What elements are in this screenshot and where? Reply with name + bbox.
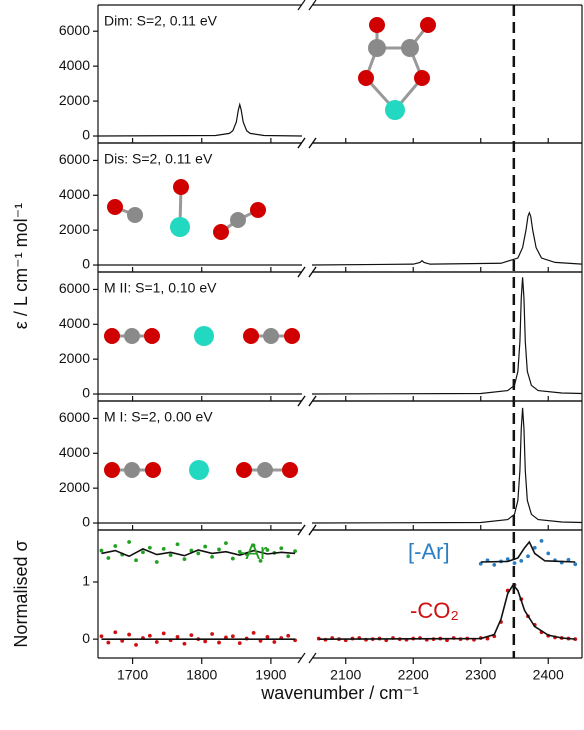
data-point: [169, 553, 173, 557]
y-tick-label: 4000: [59, 444, 90, 460]
data-point: [203, 545, 207, 549]
y-tick-label: 4000: [59, 315, 90, 331]
x-axis-title: wavenumber / cm⁻¹: [260, 683, 419, 703]
data-point: [513, 561, 517, 565]
data-point: [526, 554, 530, 558]
data-point: [113, 544, 117, 548]
data-point: [141, 550, 145, 554]
molecule-dim: [358, 17, 436, 120]
data-point: [183, 557, 187, 561]
data-point: [279, 546, 283, 550]
data-point: [148, 634, 152, 638]
x-tick-label: 2300: [465, 667, 496, 683]
y-tick-label: 2000: [59, 92, 90, 108]
x-tick-label: 2400: [533, 667, 564, 683]
y-tick-label: 2000: [59, 350, 90, 366]
y-tick-label: 0: [82, 385, 90, 401]
panel-label: M I: S=2, 0.00 eV: [104, 409, 213, 425]
y-tick-label: 6000: [59, 151, 90, 167]
spectrum-line: [98, 105, 302, 136]
data-point: [134, 643, 138, 647]
data-point: [203, 640, 207, 644]
data-point: [286, 634, 290, 638]
y-axis-title: ε / L cm⁻¹ mol⁻¹: [11, 203, 31, 329]
data-point: [176, 542, 180, 546]
data-point: [546, 552, 550, 556]
data-point: [100, 634, 104, 638]
data-point: [231, 634, 235, 638]
data-point: [183, 642, 187, 646]
data-point: [106, 641, 110, 645]
data-point: [127, 540, 131, 544]
annotation: -CO₂: [410, 598, 459, 623]
data-point: [238, 641, 242, 645]
x-tick-label: 1700: [117, 667, 148, 683]
annotation: [-Ar]: [408, 539, 450, 564]
data-point: [148, 546, 152, 550]
data-point: [196, 552, 200, 556]
spectrum-line: [101, 585, 575, 639]
y-axis-title: Normalised σ: [11, 540, 31, 647]
data-point: [189, 633, 193, 637]
data-point: [155, 560, 159, 564]
data-point: [231, 557, 235, 561]
data-point: [176, 635, 180, 639]
panel-label: Dim: S=2, 0.11 eV: [104, 13, 218, 29]
data-point: [224, 541, 228, 545]
x-tick-label: 2200: [398, 667, 429, 683]
data-point: [272, 640, 276, 644]
data-point: [266, 635, 270, 639]
y-tick-label: 6000: [59, 280, 90, 296]
data-point: [127, 633, 131, 637]
data-point: [492, 563, 496, 567]
data-point: [134, 558, 138, 562]
data-point: [540, 539, 544, 543]
y-tick-label: 1: [82, 573, 90, 589]
molecule-m2: [104, 326, 300, 346]
y-tick-label: 6000: [59, 409, 90, 425]
y-tick-label: 0: [82, 630, 90, 646]
panel-label: M II: S=1, 0.10 eV: [104, 280, 217, 296]
data-point: [155, 640, 159, 644]
panel-label: Dis: S=2, 0.11 eV: [104, 151, 213, 167]
data-point: [210, 555, 214, 559]
data-point: [519, 559, 523, 563]
data-point: [217, 641, 221, 645]
x-tick-label: 1900: [255, 667, 286, 683]
data-point: [573, 562, 577, 566]
y-tick-label: 6000: [59, 22, 90, 38]
spectrum-line: [98, 408, 582, 523]
data-point: [113, 630, 117, 634]
data-point: [162, 632, 166, 636]
data-point: [162, 547, 166, 551]
x-tick-label: 2100: [330, 667, 361, 683]
data-point: [210, 632, 214, 636]
annotation: -Ar: [238, 539, 267, 564]
data-point: [100, 549, 104, 553]
y-tick-label: 2000: [59, 479, 90, 495]
data-point: [286, 554, 290, 558]
y-tick-label: 4000: [59, 57, 90, 73]
data-point: [293, 549, 297, 553]
data-point: [252, 631, 256, 635]
y-tick-label: 0: [82, 256, 90, 272]
x-tick-label: 1800: [186, 667, 217, 683]
data-point: [217, 548, 221, 552]
data-point: [106, 556, 110, 560]
figure: ε / L cm⁻¹ mol⁻¹ Normalised σ wavenumber…: [0, 0, 584, 730]
molecule-m1: [104, 460, 298, 480]
spectrum-line: [481, 542, 576, 562]
y-tick-label: 0: [82, 127, 90, 143]
spectrum-line: [98, 213, 582, 265]
y-tick-label: 4000: [59, 186, 90, 202]
y-tick-label: 2000: [59, 221, 90, 237]
y-tick-label: 0: [82, 514, 90, 530]
molecule-dis: [107, 179, 266, 240]
